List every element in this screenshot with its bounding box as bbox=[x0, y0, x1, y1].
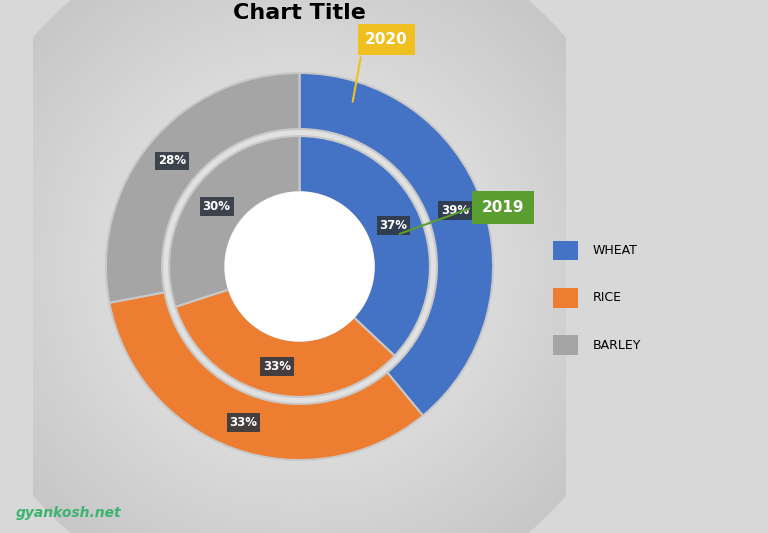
Text: 33%: 33% bbox=[230, 416, 257, 429]
Circle shape bbox=[227, 194, 372, 339]
Wedge shape bbox=[109, 292, 423, 460]
Circle shape bbox=[215, 182, 384, 351]
Circle shape bbox=[121, 87, 478, 446]
Circle shape bbox=[73, 40, 526, 493]
Circle shape bbox=[0, 0, 609, 533]
Text: 37%: 37% bbox=[379, 220, 408, 232]
Circle shape bbox=[14, 0, 585, 533]
Circle shape bbox=[251, 218, 348, 315]
Wedge shape bbox=[300, 73, 493, 416]
Circle shape bbox=[180, 147, 419, 386]
Circle shape bbox=[2, 0, 597, 533]
FancyBboxPatch shape bbox=[359, 24, 415, 55]
Circle shape bbox=[204, 171, 396, 362]
Circle shape bbox=[0, 0, 632, 533]
Circle shape bbox=[156, 123, 443, 410]
Circle shape bbox=[221, 188, 378, 345]
Wedge shape bbox=[169, 136, 300, 307]
Circle shape bbox=[162, 129, 437, 404]
Circle shape bbox=[0, 0, 603, 533]
Circle shape bbox=[292, 259, 307, 274]
Circle shape bbox=[168, 135, 431, 398]
Circle shape bbox=[55, 22, 544, 511]
Wedge shape bbox=[300, 136, 430, 356]
Circle shape bbox=[150, 117, 449, 416]
Text: RICE: RICE bbox=[592, 291, 621, 304]
Circle shape bbox=[31, 0, 568, 533]
Circle shape bbox=[269, 236, 330, 297]
Circle shape bbox=[68, 34, 531, 499]
Circle shape bbox=[97, 64, 502, 469]
Circle shape bbox=[61, 28, 538, 505]
Circle shape bbox=[239, 206, 360, 327]
Circle shape bbox=[0, 0, 650, 533]
Circle shape bbox=[49, 17, 550, 516]
Circle shape bbox=[286, 253, 313, 280]
Text: 2019: 2019 bbox=[482, 200, 524, 215]
Circle shape bbox=[280, 247, 319, 286]
Circle shape bbox=[91, 58, 508, 475]
Circle shape bbox=[0, 0, 638, 533]
Circle shape bbox=[197, 165, 402, 368]
Circle shape bbox=[38, 5, 561, 528]
Circle shape bbox=[0, 0, 627, 533]
Text: Chart Title: Chart Title bbox=[233, 3, 366, 23]
Wedge shape bbox=[175, 289, 395, 397]
Circle shape bbox=[263, 230, 336, 303]
Circle shape bbox=[298, 265, 301, 268]
Text: 39%: 39% bbox=[441, 204, 469, 217]
Circle shape bbox=[138, 106, 461, 427]
Circle shape bbox=[225, 192, 374, 341]
Text: gyankosh.net: gyankosh.net bbox=[15, 506, 121, 520]
Circle shape bbox=[257, 224, 343, 309]
Text: 2020: 2020 bbox=[365, 32, 408, 47]
Text: WHEAT: WHEAT bbox=[592, 244, 637, 257]
FancyBboxPatch shape bbox=[553, 288, 578, 308]
Wedge shape bbox=[106, 73, 300, 303]
FancyBboxPatch shape bbox=[472, 191, 534, 224]
Circle shape bbox=[233, 200, 366, 333]
Circle shape bbox=[20, 0, 579, 533]
Circle shape bbox=[114, 82, 485, 451]
Text: 28%: 28% bbox=[158, 155, 186, 167]
Circle shape bbox=[191, 158, 408, 375]
FancyBboxPatch shape bbox=[553, 335, 578, 355]
Text: 33%: 33% bbox=[263, 360, 291, 373]
Text: BARLEY: BARLEY bbox=[592, 338, 641, 352]
Circle shape bbox=[103, 70, 496, 463]
Circle shape bbox=[0, 0, 644, 533]
Text: 30%: 30% bbox=[203, 200, 230, 213]
Circle shape bbox=[26, 0, 573, 533]
Circle shape bbox=[0, 0, 614, 533]
Circle shape bbox=[0, 0, 621, 533]
Circle shape bbox=[79, 46, 520, 487]
Circle shape bbox=[132, 99, 467, 434]
Circle shape bbox=[174, 141, 425, 392]
Circle shape bbox=[186, 152, 413, 381]
Circle shape bbox=[127, 93, 472, 440]
Circle shape bbox=[8, 0, 591, 533]
Circle shape bbox=[109, 76, 490, 457]
FancyBboxPatch shape bbox=[553, 240, 578, 261]
Circle shape bbox=[144, 111, 455, 422]
Circle shape bbox=[85, 52, 514, 481]
Circle shape bbox=[210, 176, 389, 357]
Circle shape bbox=[44, 11, 555, 522]
Circle shape bbox=[245, 212, 354, 321]
Circle shape bbox=[274, 241, 325, 292]
